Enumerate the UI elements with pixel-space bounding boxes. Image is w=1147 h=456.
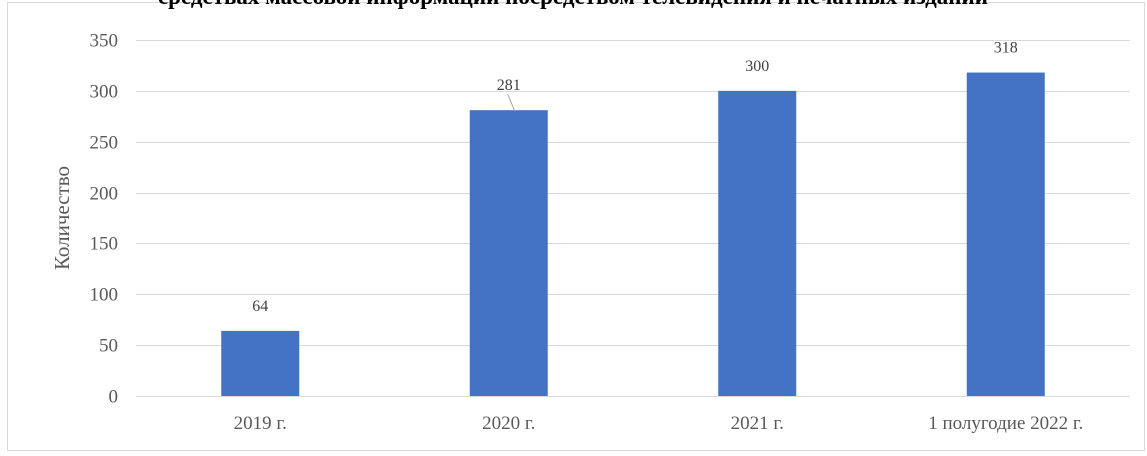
y-tick-label: 0 xyxy=(109,387,119,408)
data-label: 64 xyxy=(252,298,268,315)
y-tick-label: 200 xyxy=(90,184,119,205)
bar xyxy=(718,90,797,396)
x-category-label: 1 полугодие 2022 г. xyxy=(928,413,1083,434)
x-axis-categories: 2019 г. 2020 г. 2021 г. 1 полугодие 2022 г. xyxy=(234,413,1084,434)
y-tick-label: 300 xyxy=(90,82,119,103)
y-axis-title: Количество xyxy=(50,166,74,270)
y-tick-label: 100 xyxy=(90,285,119,306)
data-label: 318 xyxy=(994,40,1018,57)
bar xyxy=(221,330,300,396)
y-tick-label: 50 xyxy=(99,336,118,357)
bar xyxy=(469,110,548,396)
x-category-label: 2020 г. xyxy=(482,413,535,434)
chart-frame xyxy=(7,2,1145,451)
data-labels: 64 281 300 318 xyxy=(252,40,1018,315)
bar xyxy=(966,72,1045,396)
x-category-label: 2019 г. xyxy=(234,413,287,434)
y-tick-label: 350 xyxy=(90,31,119,52)
y-axis-ticks: 0 50 100 150 200 250 300 350 xyxy=(90,31,119,408)
x-category-label: 2021 г. xyxy=(731,413,784,434)
bars xyxy=(221,72,1045,396)
data-label-leader-line xyxy=(507,93,516,112)
y-tick-label: 250 xyxy=(90,133,119,154)
chart-title: средствах массовой информации посредство… xyxy=(158,0,988,9)
data-label: 300 xyxy=(745,58,769,75)
data-label: 281 xyxy=(497,77,521,94)
gridlines xyxy=(136,40,1130,397)
y-tick-label: 150 xyxy=(90,234,119,255)
